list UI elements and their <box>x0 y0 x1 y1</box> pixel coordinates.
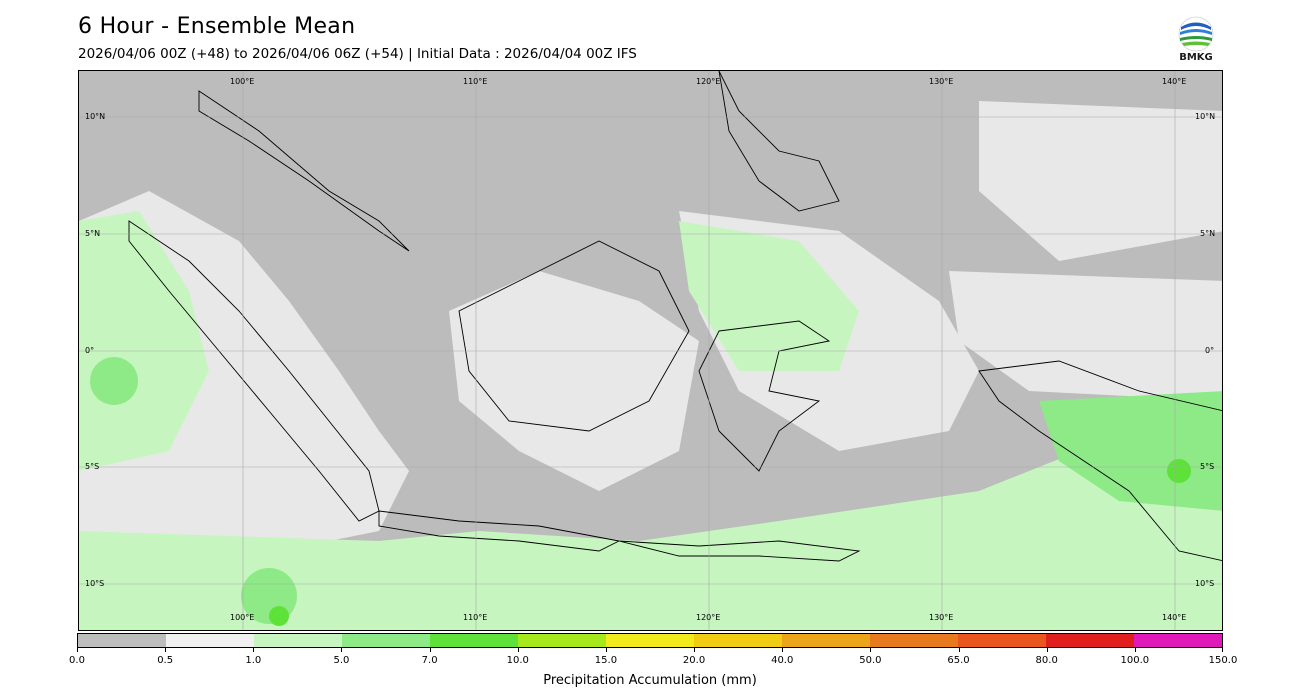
lat-label-right: 5°S <box>1200 462 1215 471</box>
colorbar-tick-label: 40.0 <box>771 655 794 666</box>
drizzle-zone-pacific <box>979 101 1222 261</box>
bmkg-logo: BMKG <box>1172 16 1220 66</box>
lat-label-left: 10°N <box>85 112 106 121</box>
colorbar-tick <box>253 648 255 652</box>
colorbar-tick <box>1134 648 1136 652</box>
colorbar-segment <box>782 634 870 647</box>
colorbar-tick-label: 150.0 <box>1208 655 1238 666</box>
colorbar-tick-label: 20.0 <box>682 655 706 666</box>
lon-label-bottom: 110°E <box>463 613 488 622</box>
lon-label-top: 120°E <box>696 77 721 86</box>
logo-text: BMKG <box>1179 52 1213 63</box>
colorbar-segment <box>694 634 782 647</box>
map-canvas <box>79 71 1222 630</box>
lon-label-top: 100°E <box>230 77 255 86</box>
colorbar-tick-label: 65.0 <box>947 655 970 666</box>
colorbar-tick-label: 5.0 <box>333 655 350 666</box>
colorbar-segment <box>958 634 1046 647</box>
graticule <box>79 71 1222 630</box>
colorbar-tick <box>77 648 78 652</box>
lat-label-right: 5°N <box>1200 229 1216 238</box>
colorbar-tick <box>870 648 872 652</box>
colorbar-tick-label: 10.0 <box>506 655 529 666</box>
papua-coast <box>978 360 1222 562</box>
colorbar-tick-label: 50.0 <box>859 655 882 666</box>
colorbar-tick <box>517 648 519 652</box>
coastlines <box>128 71 1222 562</box>
lon-label-top: 130°E <box>929 77 954 86</box>
colorbar-tick <box>429 648 431 652</box>
drizzle-zone-east <box>949 271 1222 401</box>
lon-label-bottom: 130°E <box>929 613 954 622</box>
borneo-coast <box>458 240 690 432</box>
colorbar <box>77 633 1223 648</box>
nusa-tenggara-coast <box>618 540 861 562</box>
heavy-rain-cell <box>269 606 289 626</box>
mainland-coast <box>198 90 410 252</box>
sumatra-coast <box>128 220 380 522</box>
colorbar-tick <box>341 648 343 652</box>
sulawesi-coast <box>698 320 831 472</box>
page-title: 6 Hour - Ensemble Mean <box>78 14 356 39</box>
lon-label-bottom: 120°E <box>696 613 721 622</box>
colorbar-tick-label: 15.0 <box>594 655 618 666</box>
lat-label-left: 0° <box>85 346 95 355</box>
colorbar-segment <box>430 634 518 647</box>
java-coast <box>378 510 621 552</box>
page-subtitle: 2026/04/06 00Z (+48) to 2026/04/06 06Z (… <box>78 46 637 62</box>
lat-label-right: 10°N <box>1195 112 1216 121</box>
colorbar-tick <box>605 648 607 652</box>
lat-label-left: 10°S <box>85 579 105 588</box>
moderate-rain-cell <box>90 357 138 405</box>
drizzle-zone-borneo <box>449 271 699 491</box>
lon-label-top: 140°E <box>1162 77 1187 86</box>
lat-label-right: 0° <box>1205 346 1215 355</box>
colorbar-segment <box>78 634 166 647</box>
philippines-coast <box>718 71 840 212</box>
colorbar-tick <box>782 648 784 652</box>
lat-label-left: 5°S <box>85 462 100 471</box>
colorbar-tick-label: 7.0 <box>421 655 438 666</box>
lat-label-right: 10°S <box>1195 579 1215 588</box>
colorbar-segment <box>870 634 958 647</box>
lat-label-left: 5°N <box>85 229 101 238</box>
colorbar-segment <box>166 634 254 647</box>
colorbar-segment <box>1134 634 1222 647</box>
colorbar-segment <box>254 634 342 647</box>
colorbar-tick <box>1046 648 1048 652</box>
colorbar-tick-label: 80.0 <box>1035 655 1058 666</box>
lon-label-bottom: 100°E <box>230 613 255 622</box>
light-rain-central <box>679 221 859 371</box>
precipitation-map: 100°E 110°E 120°E 130°E 140°E 100°E 110°… <box>78 70 1223 631</box>
colorbar-tick-label: 0.0 <box>69 655 85 666</box>
colorbar-tick-label: 100.0 <box>1120 655 1150 666</box>
colorbar-label: Precipitation Accumulation (mm) <box>543 673 757 688</box>
light-rain-west <box>79 211 209 471</box>
bmkg-logo-icon <box>1178 16 1214 52</box>
heavy-rain-cell <box>1167 459 1191 483</box>
colorbar-tick <box>958 648 960 652</box>
colorbar-tick <box>694 648 696 652</box>
colorbar-segment <box>342 634 430 647</box>
colorbar-segment <box>1046 634 1134 647</box>
colorbar-tick <box>165 648 167 652</box>
lon-label-top: 110°E <box>463 77 488 86</box>
light-rain-south <box>79 431 1222 630</box>
colorbar-tick <box>1222 648 1223 652</box>
lon-label-bottom: 140°E <box>1162 613 1187 622</box>
colorbar-segment <box>518 634 606 647</box>
colorbar-tick-label: 0.5 <box>157 655 174 666</box>
colorbar-segment <box>606 634 694 647</box>
colorbar-tick-label: 1.0 <box>245 655 262 666</box>
